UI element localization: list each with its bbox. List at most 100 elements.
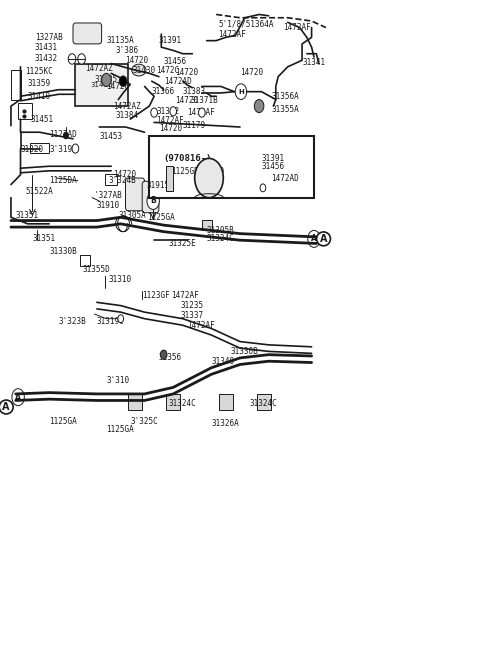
Text: 1472AZ: 1472AZ [114,102,141,110]
Circle shape [72,144,79,153]
Circle shape [102,74,111,87]
Text: 14720: 14720 [176,97,199,105]
Bar [80,255,90,265]
Text: 31324C: 31324C [206,234,234,242]
Text: 1125GA: 1125GA [107,425,134,434]
Text: 51522A: 51522A [25,187,53,196]
Text: 5'1/8/51364A: 5'1/8/51364A [218,20,274,29]
Text: 1472AF: 1472AF [283,23,311,32]
Circle shape [260,184,266,192]
Text: 31356: 31356 [159,353,182,363]
Ellipse shape [132,64,146,76]
Text: 31324C: 31324C [168,399,196,408]
Bar [128,394,142,410]
Text: 31366: 31366 [152,87,175,96]
Text: 31456: 31456 [164,57,187,66]
Bar [18,102,33,119]
Text: 1327AB: 1327AB [35,33,62,42]
Text: 31341: 31341 [302,58,325,67]
Circle shape [63,132,68,139]
Text: 31235: 31235 [180,301,204,310]
Text: 1125GD: 1125GD [171,167,199,176]
Circle shape [151,108,157,117]
Circle shape [254,99,264,112]
Text: 3'323B: 3'323B [59,317,86,327]
Text: 31179: 31179 [183,121,206,130]
Text: 14720: 14720 [114,170,137,179]
Bar [11,70,22,99]
Text: 1472AF: 1472AF [188,108,215,117]
Text: 31456: 31456 [262,162,285,171]
Bar [75,64,128,106]
Text: 31432: 31432 [35,55,58,64]
Text: 31384: 31384 [116,112,139,120]
Text: A: A [15,393,21,401]
Circle shape [68,54,76,64]
Text: 31359: 31359 [28,79,51,87]
Text: 1472AD: 1472AD [271,173,299,183]
Bar [106,174,118,185]
Text: H: H [238,89,244,95]
Text: 31453: 31453 [99,132,122,141]
Text: 31371B: 31371B [191,97,218,105]
Text: 1472AD: 1472AD [164,77,192,85]
Text: 14720: 14720 [240,68,263,77]
Text: 31431: 31431 [35,43,58,52]
Text: 31351: 31351 [33,234,56,242]
Bar [166,166,173,191]
Circle shape [160,350,167,359]
Text: A: A [320,234,327,244]
Bar [218,394,233,410]
Bar [149,135,314,198]
Circle shape [78,54,85,64]
Text: 31320: 31320 [21,145,44,154]
Text: 31135A: 31135A [107,36,134,45]
Text: 14720: 14720 [125,56,149,65]
Text: 1472AF: 1472AF [188,321,215,330]
Text: 3'310: 3'310 [107,376,130,386]
Text: 31383: 31383 [183,87,206,96]
Text: 14720: 14720 [107,82,130,91]
Text: 1123AD: 1123AD [49,130,77,139]
Text: 14720: 14720 [159,124,182,133]
Text: 31355A: 31355A [271,105,299,114]
Text: 31356A: 31356A [271,92,299,101]
FancyBboxPatch shape [125,178,144,211]
FancyBboxPatch shape [73,23,102,44]
Text: 31325E: 31325E [168,239,196,248]
Bar [202,220,212,231]
Text: 31410: 31410 [90,82,113,88]
Text: 3'319C: 3'319C [49,145,77,154]
Circle shape [235,84,247,99]
Text: 31340: 31340 [211,357,235,366]
Circle shape [199,108,205,117]
Circle shape [170,106,177,116]
Text: 31410: 31410 [202,167,225,176]
Circle shape [12,389,24,406]
Circle shape [195,158,223,198]
Text: 31305A: 31305A [119,211,146,220]
Text: 31355D: 31355D [83,265,110,274]
Text: 1125KC: 1125KC [25,67,53,76]
Text: B: B [150,196,156,206]
Text: 31410: 31410 [28,92,51,101]
Text: A: A [2,402,10,412]
Text: 1472AF: 1472AF [171,290,199,300]
Text: 1472C: 1472C [156,66,180,76]
Text: 31430: 31430 [132,66,156,75]
Text: 14720: 14720 [176,68,199,77]
Text: 1472AF: 1472AF [218,30,246,39]
Text: 31391: 31391 [159,36,182,45]
Text: 31305B: 31305B [206,226,234,235]
Text: 31382: 31382 [156,107,180,116]
Text: 3'325C: 3'325C [130,417,158,426]
Text: 1125GA: 1125GA [147,213,175,222]
Text: 31391: 31391 [262,154,285,163]
Text: 1472AF: 1472AF [156,116,184,125]
Text: 31915: 31915 [147,181,170,191]
Circle shape [118,315,123,323]
Text: 31330B: 31330B [230,347,258,356]
Bar [257,394,271,410]
Text: 31337: 31337 [180,311,204,320]
Text: 3'324B: 3'324B [109,176,136,185]
